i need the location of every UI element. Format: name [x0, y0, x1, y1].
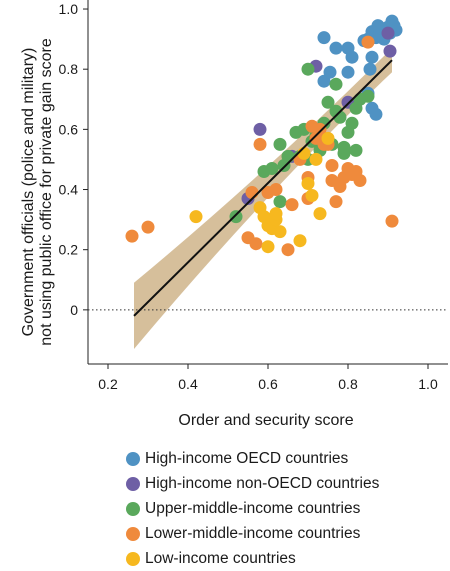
data-point: [313, 207, 327, 221]
legend: High-income OECD countries High-income no…: [126, 446, 379, 571]
legend-item: High-income non-OECD countries: [126, 471, 379, 496]
x-tick-label: 0.2: [98, 376, 118, 392]
data-point: [125, 229, 139, 243]
data-point: [321, 95, 335, 109]
legend-swatch: [126, 501, 140, 516]
data-point: [329, 41, 343, 55]
x-tick-label: 1.0: [418, 376, 438, 392]
x-tick-label: 0.4: [178, 376, 198, 392]
regression-line: [133, 59, 393, 317]
legend-label: High-income non-OECD countries: [145, 474, 380, 492]
data-point: [301, 177, 315, 190]
data-point: [353, 174, 367, 187]
data-point: [329, 195, 343, 209]
axes: [83, 0, 448, 369]
data-point: [305, 189, 319, 202]
data-point: [229, 210, 243, 224]
legend-swatch: [126, 526, 140, 541]
y-tick-label: 0.6: [59, 121, 79, 137]
data-point: [305, 119, 319, 133]
data-point: [261, 240, 275, 254]
data-point: [309, 152, 323, 166]
data-point: [141, 220, 155, 234]
legend-item: Lower-middle-income countries: [126, 521, 379, 546]
data-point: [245, 186, 259, 199]
data-point: [385, 214, 399, 228]
legend-label: High-income OECD countries: [145, 449, 349, 467]
data-point: [317, 31, 331, 45]
confidence-band: [134, 48, 392, 349]
regression-line-layer: [133, 59, 393, 317]
data-point: [329, 77, 343, 91]
data-point: [345, 116, 359, 130]
data-point: [301, 62, 315, 76]
data-point: [365, 50, 379, 64]
scatter-chart: 0.2 0.4 0.6 0.8 1.0 0 0.2 0.4 0.6 0.8 1.0 Order and…: [20, 0, 448, 429]
data-point: [341, 65, 355, 79]
data-point: [269, 183, 283, 196]
data-point: [345, 50, 359, 64]
data-point: [321, 131, 335, 145]
y-axis-label: Government officials (police and militar…: [20, 38, 55, 346]
data-point: [369, 107, 383, 121]
legend-swatch: [126, 476, 140, 491]
legend-swatch: [126, 551, 140, 566]
legend-label: Low-income countries: [145, 549, 296, 567]
data-point: [253, 137, 267, 151]
data-point: [381, 26, 395, 40]
y-tick-label: 1.0: [59, 1, 79, 17]
x-axis-label: Order and security score: [178, 412, 353, 429]
y-tick-label: 0.4: [59, 182, 79, 198]
axis-labels: 0.2 0.4 0.6 0.8 1.0 0 0.2 0.4 0.6 0.8 1.0 Order and…: [20, 1, 438, 429]
data-point: [361, 89, 375, 103]
x-tick-label: 0.8: [338, 376, 358, 392]
legend-item: Low-income countries: [126, 546, 379, 571]
legend-label: Lower-middle-income countries: [145, 524, 361, 542]
data-point: [273, 225, 287, 239]
data-point: [297, 146, 311, 160]
data-point: [361, 35, 375, 49]
data-point: [273, 195, 287, 209]
legend-label: Upper-middle-income countries: [145, 499, 361, 517]
y-axis-label-line: Government officials (police and militar…: [20, 48, 37, 337]
data-point: [281, 243, 295, 257]
x-tick-label: 0.6: [258, 376, 278, 392]
series-4: [189, 131, 335, 254]
data-point: [253, 122, 267, 136]
y-axis-label-line: not using public office for private gain…: [38, 38, 55, 346]
legend-item: High-income OECD countries: [126, 446, 379, 471]
data-point: [323, 65, 337, 79]
data-point: [293, 234, 307, 248]
y-tick-label: 0.2: [59, 242, 79, 258]
data-point: [337, 140, 351, 154]
data-points: [125, 14, 403, 257]
data-point: [325, 159, 339, 172]
legend-item: Upper-middle-income countries: [126, 496, 379, 521]
confidence-band-layer: [134, 48, 392, 349]
data-point: [363, 62, 377, 76]
legend-swatch: [126, 451, 140, 466]
data-point: [265, 162, 279, 175]
y-tick-label: 0.8: [59, 61, 79, 77]
data-point: [383, 44, 397, 58]
data-point: [189, 210, 203, 224]
data-point: [349, 143, 363, 157]
data-point: [273, 137, 287, 151]
y-tick-label: 0: [70, 302, 78, 318]
data-point: [249, 237, 263, 251]
data-point: [285, 198, 299, 212]
data-point: [269, 207, 283, 221]
data-point: [281, 149, 295, 163]
